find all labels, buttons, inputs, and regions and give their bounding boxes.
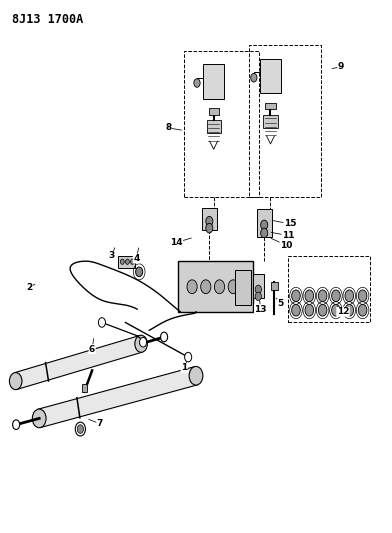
Bar (203, 64, 225, 99)
Circle shape (345, 290, 354, 302)
Bar (118, 256, 135, 268)
Circle shape (32, 409, 46, 427)
Bar (249, 45, 321, 197)
Text: 5: 5 (277, 300, 283, 308)
Circle shape (318, 290, 327, 302)
Bar (253, 274, 264, 298)
Bar (207, 120, 221, 133)
Circle shape (189, 367, 203, 385)
Circle shape (161, 332, 168, 342)
Text: 7: 7 (97, 419, 103, 428)
Circle shape (98, 318, 105, 327)
Bar (202, 208, 217, 230)
Circle shape (261, 220, 268, 230)
Circle shape (332, 290, 340, 302)
Circle shape (261, 228, 268, 238)
Polygon shape (38, 367, 197, 427)
Circle shape (305, 290, 314, 302)
Polygon shape (15, 335, 142, 390)
Circle shape (358, 290, 367, 302)
Circle shape (201, 280, 211, 294)
Text: 4: 4 (133, 254, 140, 263)
Circle shape (75, 422, 85, 436)
Bar (82, 384, 87, 392)
Circle shape (206, 216, 213, 226)
Text: 3: 3 (109, 252, 115, 260)
Text: 2: 2 (26, 284, 33, 292)
Circle shape (136, 267, 143, 277)
Circle shape (228, 280, 238, 294)
Circle shape (187, 280, 197, 294)
Circle shape (255, 285, 261, 294)
Circle shape (345, 304, 354, 316)
Circle shape (13, 420, 20, 430)
Bar (178, 261, 253, 312)
Text: 14: 14 (170, 238, 183, 247)
Circle shape (255, 292, 261, 301)
Text: 8: 8 (165, 124, 172, 132)
Text: 8J13 1700A: 8J13 1700A (12, 13, 83, 26)
Circle shape (120, 259, 124, 264)
Text: 12: 12 (337, 308, 349, 316)
Text: 13: 13 (254, 305, 267, 313)
Circle shape (305, 304, 314, 316)
Circle shape (194, 79, 200, 87)
Text: 1: 1 (181, 364, 187, 372)
Bar (288, 256, 370, 322)
Bar (260, 59, 281, 93)
Bar (271, 282, 278, 290)
Circle shape (77, 425, 83, 433)
Bar (263, 115, 278, 128)
Circle shape (140, 337, 147, 347)
Bar (257, 209, 272, 237)
Text: 9: 9 (338, 62, 344, 71)
Circle shape (292, 304, 300, 316)
Text: 15: 15 (284, 220, 296, 228)
Text: 10: 10 (280, 241, 292, 249)
Circle shape (318, 304, 327, 316)
Bar (209, 108, 219, 115)
Circle shape (135, 335, 147, 352)
Circle shape (214, 280, 225, 294)
Text: 6: 6 (89, 345, 95, 353)
Circle shape (332, 304, 340, 316)
Bar (235, 270, 251, 305)
Circle shape (292, 290, 300, 302)
Circle shape (125, 259, 129, 264)
Circle shape (358, 304, 367, 316)
Circle shape (131, 259, 134, 264)
Circle shape (206, 223, 213, 233)
Circle shape (251, 74, 257, 82)
Text: 11: 11 (282, 231, 294, 240)
Bar (265, 103, 276, 109)
Circle shape (9, 373, 22, 390)
Bar (184, 51, 259, 197)
Circle shape (185, 352, 192, 362)
